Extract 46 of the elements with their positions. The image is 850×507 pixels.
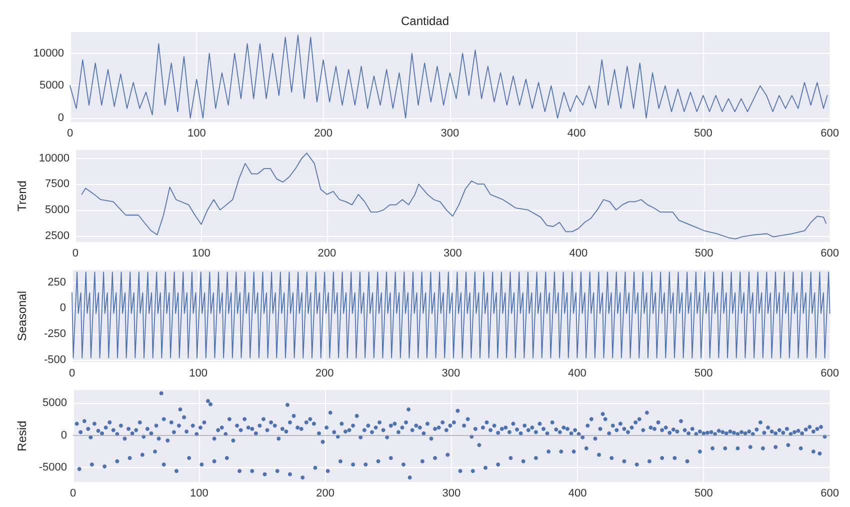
y-tick-label: 5000: [45, 204, 70, 216]
x-tick-label: 400: [568, 368, 586, 380]
x-tick-label: 400: [567, 128, 586, 140]
y-tick-label: 0: [60, 302, 66, 314]
x-tick-label: 500: [694, 248, 714, 260]
x-tick-label: 200: [318, 248, 336, 260]
y-tick-label: 0: [58, 112, 64, 124]
y-tick-label: 10000: [33, 47, 64, 60]
line-series: [70, 34, 828, 119]
y-tick-label: 5000: [40, 80, 64, 92]
x-tick-label: 300: [443, 248, 462, 260]
y-tick-label: 5000: [42, 396, 68, 409]
x-tick-label: 500: [694, 368, 713, 380]
y-tick-label: -5000: [38, 462, 68, 474]
y-tick-label: 7500: [45, 178, 70, 190]
line-series: [81, 152, 826, 240]
line-series: [72, 272, 830, 358]
chart-title: Cantidad: [400, 14, 450, 28]
x-tick-label: 600: [820, 248, 840, 260]
y-axis-title: Resid: [15, 420, 29, 452]
x-tick-label: 600: [820, 368, 840, 380]
x-tick-label: 500: [694, 488, 713, 500]
x-tick-label: 200: [314, 128, 332, 140]
y-tick-label: -250: [44, 328, 66, 340]
y-tick-label: 10000: [38, 152, 70, 164]
x-tick-label: 300: [440, 128, 460, 140]
y-axis-title: Trend: [15, 180, 29, 212]
x-tick-label: 300: [442, 368, 460, 380]
x-tick-label: 400: [569, 248, 588, 260]
y-tick-label: 0: [60, 429, 68, 442]
x-tick-label: 200: [315, 368, 334, 380]
x-tick-label: 400: [568, 488, 587, 500]
x-tick-label: 100: [189, 368, 208, 380]
y-tick-label: 250: [48, 276, 66, 288]
y-axis-title: Seasonal: [15, 290, 29, 342]
x-tick-label: 300: [442, 488, 461, 500]
x-tick-label: 100: [187, 128, 206, 140]
y-tick-label: 2500: [45, 230, 70, 242]
y-tick-label: -500: [44, 354, 66, 366]
x-tick-label: 600: [820, 488, 840, 500]
x-tick-label: 100: [190, 488, 208, 500]
x-tick-label: 0: [72, 248, 79, 260]
x-tick-label: 600: [820, 128, 840, 140]
x-tick-label: 500: [694, 128, 712, 140]
x-tick-label: 200: [316, 488, 334, 500]
x-tick-label: 100: [192, 248, 210, 260]
